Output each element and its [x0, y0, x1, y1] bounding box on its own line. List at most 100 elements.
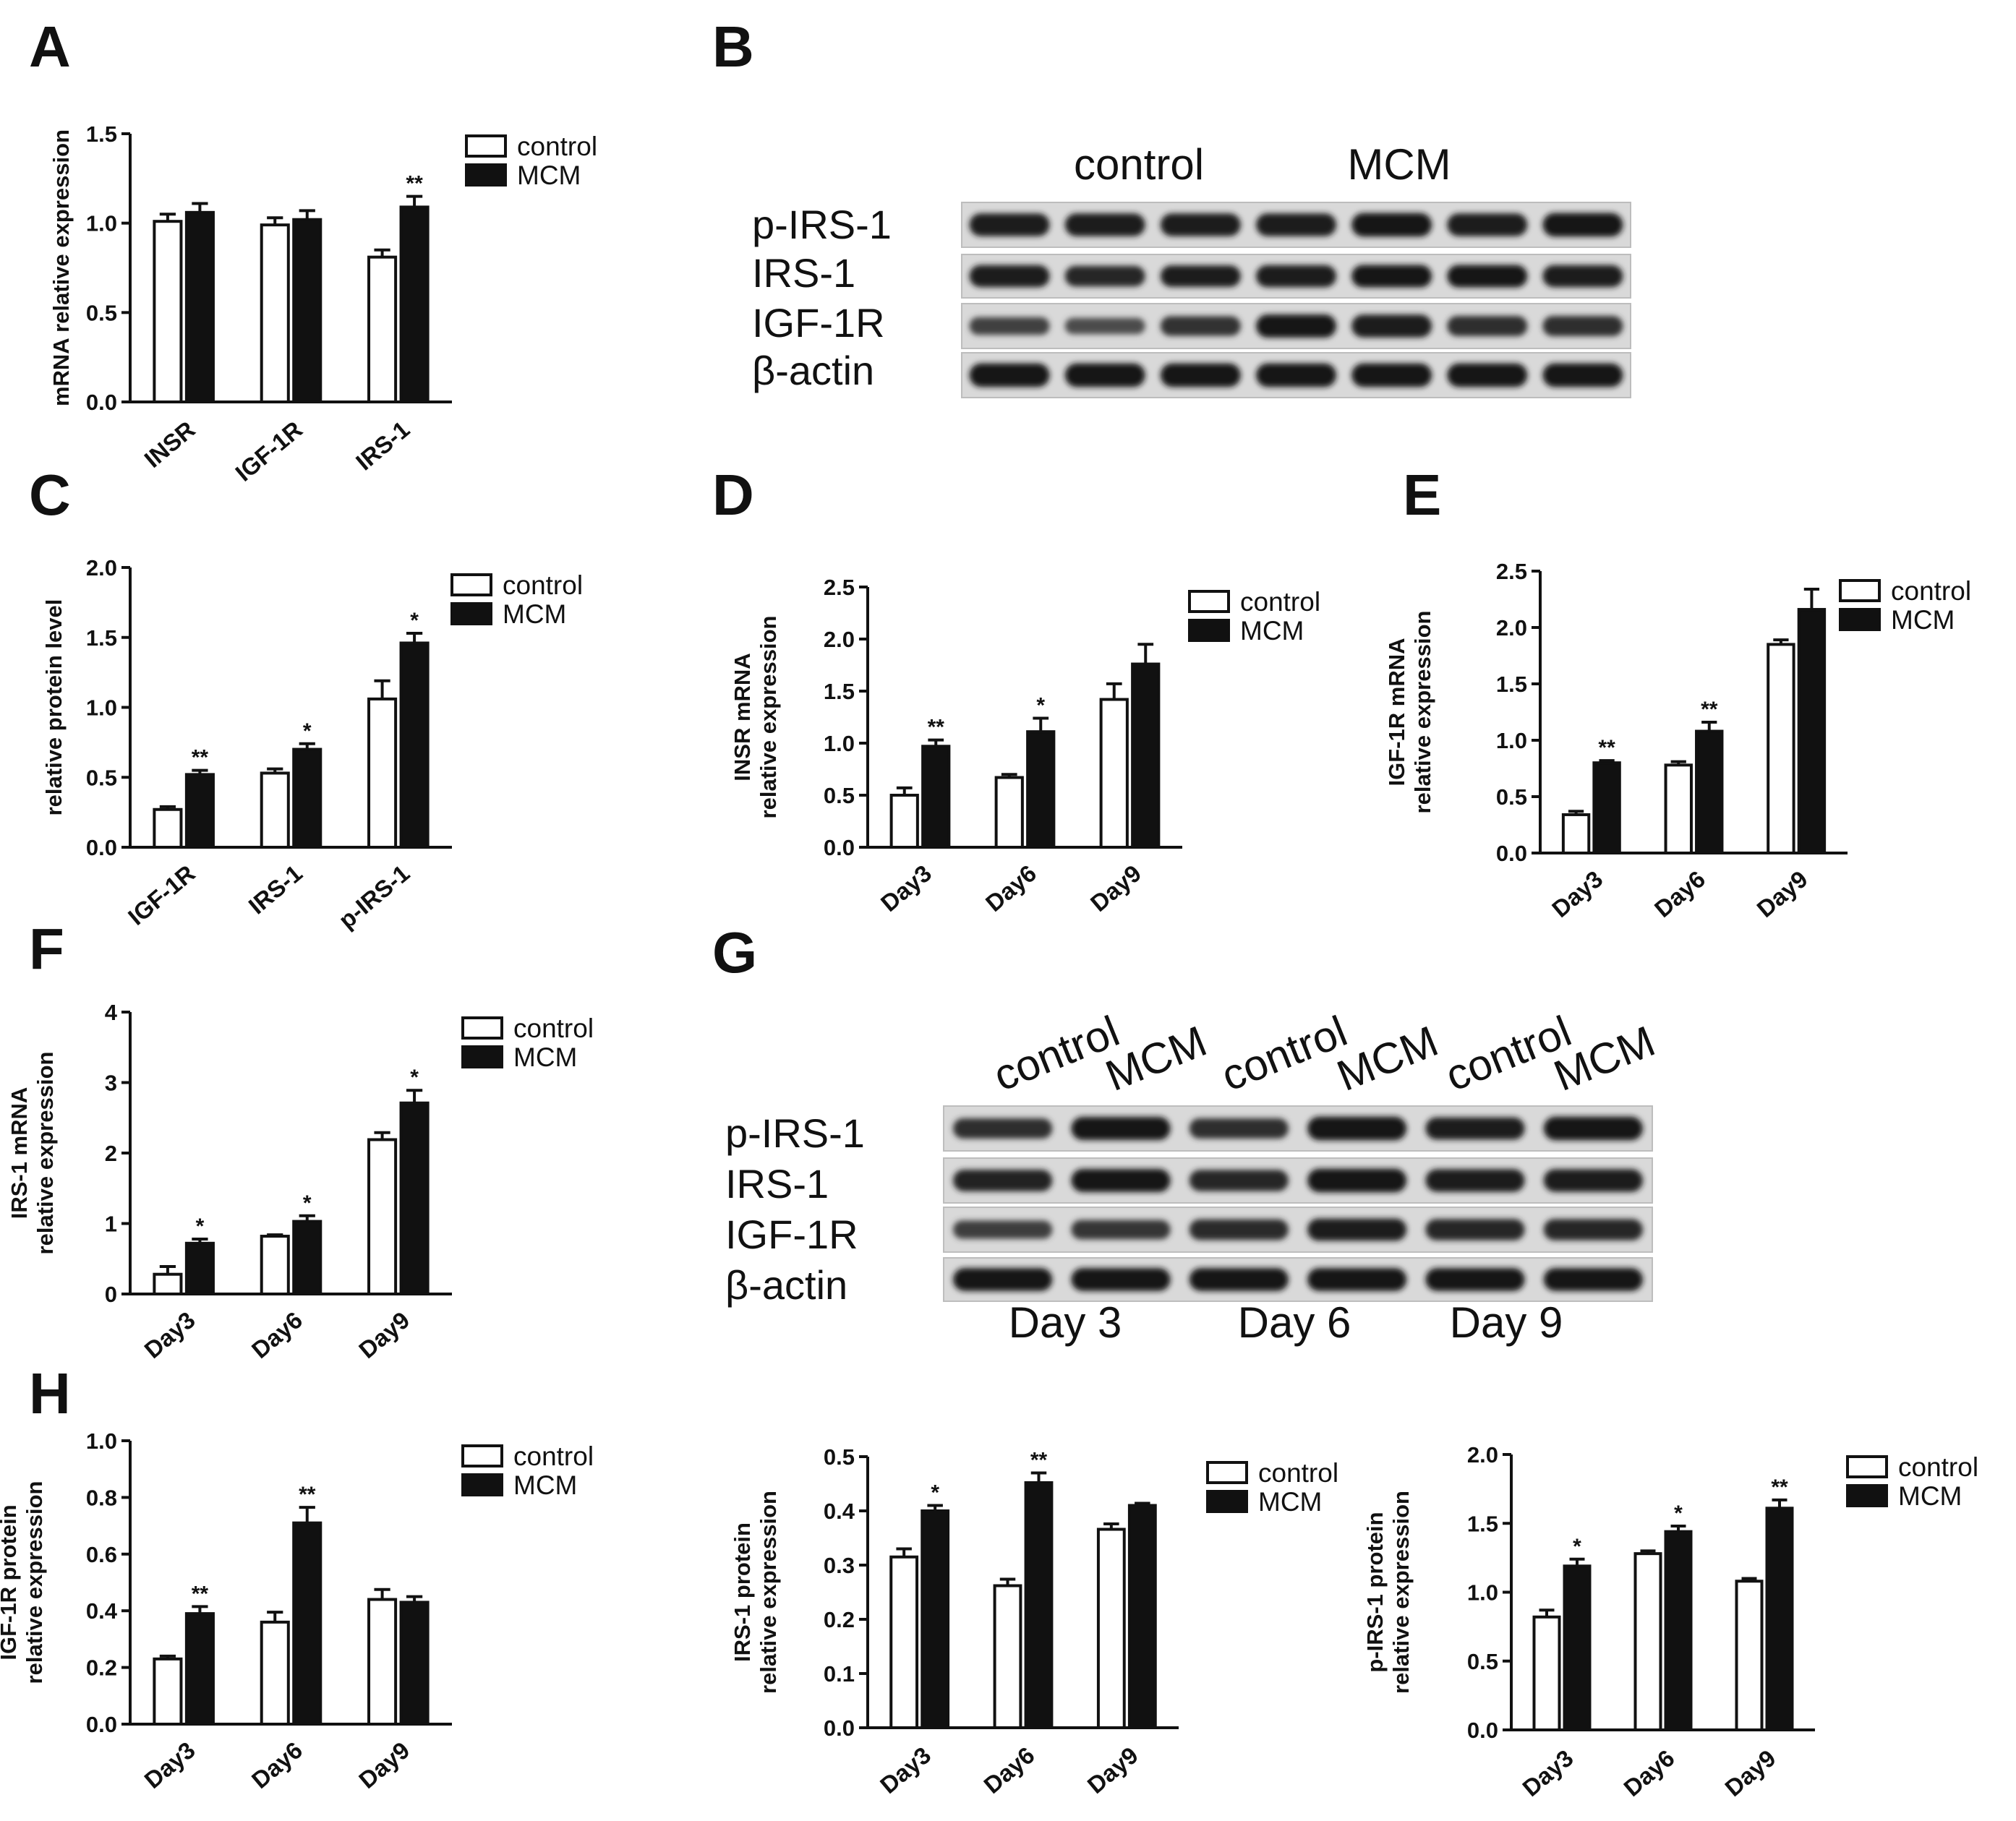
- bar-control: [1532, 1615, 1561, 1732]
- significance-marker: *: [1573, 1535, 1581, 1559]
- blot-g-row-label: IGF-1R: [725, 1212, 858, 1257]
- significance-marker: **: [928, 716, 945, 740]
- blot-b-igf1r-band: [1064, 317, 1145, 335]
- significance-marker: *: [410, 1066, 419, 1089]
- blot-g-irs1-band: [1307, 1168, 1407, 1193]
- y-axis-label: relative expression: [756, 1491, 781, 1694]
- y-tick-label: 0.5: [1467, 1649, 1498, 1674]
- y-axis-label: mRNA relative expression: [48, 129, 74, 406]
- significance-marker: *: [931, 1481, 939, 1505]
- legend-label: control: [513, 1441, 594, 1471]
- blot-g-pirs1-band: [953, 1118, 1053, 1139]
- blot-g-pirs1-band: [1425, 1117, 1525, 1140]
- blot-g-actin-band: [1425, 1268, 1525, 1291]
- significance-marker: **: [299, 1483, 316, 1507]
- bar-control: [153, 1657, 183, 1726]
- y-tick-label: 1.5: [824, 679, 855, 704]
- x-tick-label: INSR: [139, 416, 200, 473]
- blot-g-igf1r-band: [1071, 1220, 1171, 1240]
- y-axis-label: INSR mRNA: [730, 653, 755, 781]
- y-tick-label: 0.2: [86, 1655, 117, 1681]
- blot-g-igf1r-band: [953, 1220, 1053, 1239]
- bar-mcm: [399, 641, 430, 849]
- y-tick-label: 0.0: [824, 835, 855, 860]
- blot-b-row-label: IRS-1: [752, 250, 855, 296]
- legend-label: MCM: [1240, 616, 1304, 646]
- bar-control: [153, 220, 183, 403]
- bar-mcm: [399, 205, 430, 403]
- bar-mcm: [184, 1612, 215, 1726]
- significance-marker: *: [1674, 1501, 1683, 1525]
- y-tick-label: 3: [105, 1071, 117, 1096]
- blot-b-row-label: IGF-1R: [752, 300, 885, 346]
- legend-swatch-mcm: [1839, 608, 1881, 631]
- legend-label: MCM: [513, 1042, 577, 1072]
- legend-label: MCM: [1898, 1481, 1962, 1511]
- panel-letter-G: G: [712, 920, 757, 985]
- legend-label: control: [1240, 587, 1320, 617]
- panel-letter-F: F: [29, 917, 64, 981]
- blot-g-day-label: Day 3: [1009, 1298, 1122, 1347]
- y-tick-label: 0.5: [86, 765, 117, 790]
- bar-control: [1735, 1580, 1764, 1732]
- y-tick-label: 1.0: [86, 211, 117, 236]
- bar-control: [1633, 1552, 1662, 1731]
- significance-marker: *: [410, 609, 419, 633]
- y-tick-label: 0.8: [86, 1485, 117, 1510]
- x-tick-label: Day3: [139, 1306, 200, 1363]
- bar-control: [260, 1235, 290, 1296]
- blot-g-irs1-band: [1425, 1169, 1525, 1192]
- y-axis-label: p-IRS-1 protein: [1362, 1512, 1388, 1672]
- y-tick-label: 1.0: [1496, 728, 1527, 753]
- bar-control: [153, 807, 183, 849]
- blot-g-day-label: Day 9: [1450, 1298, 1563, 1347]
- y-axis-label: relative expression: [1388, 1491, 1414, 1694]
- y-tick-label: 2.0: [824, 627, 855, 652]
- blot-g-irs1-band: [953, 1169, 1053, 1192]
- blot-b-actin-band: [1160, 363, 1241, 387]
- y-axis-label: IGF-1R protein: [0, 1504, 21, 1660]
- chart-panel-d: 0.0 0.5 1.0 1.5 2.0 2.5 INSR mRNA relative expr…: [730, 575, 1320, 917]
- bar-mcm: [1127, 1504, 1157, 1729]
- legend-label: control: [513, 1014, 594, 1043]
- x-tick-label: IGF-1R: [123, 860, 200, 930]
- bar-control: [993, 1584, 1022, 1729]
- legend-swatch-control: [1188, 590, 1230, 613]
- legend-swatch-mcm: [1206, 1490, 1248, 1513]
- y-tick-label: 2.5: [1496, 559, 1527, 584]
- chart-panel-e: 0.0 0.5 1.0 1.5 2.0 2.5 IGF-1R mRNA relative ex…: [1384, 559, 1971, 922]
- y-tick-label: 1.5: [86, 625, 117, 651]
- bar-mcm: [1563, 1564, 1592, 1731]
- legend-label: control: [1258, 1458, 1338, 1488]
- x-tick-label: IGF-1R: [230, 416, 307, 487]
- y-tick-label: 0.5: [1496, 784, 1527, 810]
- blot-b-pirs1-band: [1064, 213, 1145, 236]
- bar-mcm: [1026, 730, 1056, 849]
- blot-b-irs1-band: [1351, 265, 1432, 288]
- legend-label: MCM: [513, 1470, 577, 1500]
- significance-marker: *: [303, 719, 312, 743]
- chart-panel-h: 0.0 0.2 0.4 0.6 0.8 1.0 IGF-1R protein relative…: [0, 1428, 594, 1794]
- bar-mcm: [399, 1601, 430, 1726]
- legend-swatch-mcm: [461, 1473, 503, 1496]
- blot-b-igf1r-band: [1447, 315, 1528, 337]
- y-tick-label: 2.0: [1467, 1442, 1498, 1467]
- blot-g-lane-label: control: [1215, 1006, 1354, 1100]
- panel-letter-E: E: [1403, 463, 1441, 527]
- y-tick-label: 1.0: [1467, 1580, 1498, 1606]
- x-tick-label: Day6: [247, 1736, 307, 1794]
- x-tick-label: Day6: [1649, 865, 1710, 922]
- panel-letter-A: A: [29, 14, 71, 79]
- blot-b-pirs1-band: [1542, 213, 1623, 237]
- bar-mcm: [1592, 761, 1621, 854]
- bar-control: [994, 776, 1024, 849]
- panel-letter-D: D: [712, 463, 754, 527]
- y-tick-label: 0.2: [824, 1607, 855, 1632]
- blot-g-igf1r-band: [1307, 1218, 1407, 1241]
- y-axis-label: relative expression: [1410, 611, 1435, 814]
- blot-g-pirs1-band: [1307, 1116, 1407, 1141]
- bar-mcm: [1695, 729, 1724, 855]
- bar-control: [367, 1598, 398, 1726]
